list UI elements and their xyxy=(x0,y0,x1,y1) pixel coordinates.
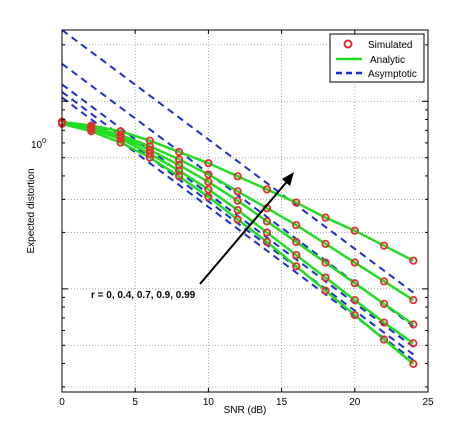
simulated-point xyxy=(262,237,272,247)
legend-simulated-marker xyxy=(343,39,353,49)
plot-background xyxy=(62,30,428,392)
simulated-point xyxy=(350,295,359,305)
annotation-arrow xyxy=(199,177,291,285)
analytic-line xyxy=(61,120,415,326)
y-tick-label: 100 xyxy=(31,138,46,151)
x-tick-label: 15 xyxy=(276,397,288,408)
simulated-point xyxy=(321,258,330,267)
simulated-point xyxy=(175,147,184,157)
simulated-point xyxy=(262,228,272,237)
simulated-point xyxy=(409,256,418,265)
simulated-point xyxy=(379,318,389,327)
simulated-point xyxy=(321,286,330,295)
simulated-point xyxy=(145,153,154,162)
simulated-point xyxy=(292,262,301,271)
simulated-point xyxy=(292,198,301,207)
simulated-point xyxy=(145,142,154,151)
simulated-point xyxy=(379,299,389,308)
simulated-point xyxy=(292,250,301,260)
simulated-point xyxy=(233,172,242,181)
simulated-point xyxy=(292,220,301,230)
simulated-point xyxy=(409,320,418,329)
legend-asymptotic-label: Asymptotic xyxy=(368,69,417,80)
annotation-arrow-head xyxy=(282,172,294,186)
simulated-point xyxy=(350,226,359,235)
simulated-point xyxy=(379,335,389,344)
simulated-point xyxy=(262,185,272,194)
simulated-point xyxy=(233,215,242,224)
simulated-point xyxy=(321,239,330,248)
simulated-point xyxy=(379,277,389,286)
simulated-point xyxy=(175,172,184,181)
legend-analytic-label: Analytic xyxy=(370,55,405,66)
simulated-point xyxy=(204,177,213,187)
axis-ticks xyxy=(61,30,429,392)
x-tick-labels: 0 5 10 15 20 25 xyxy=(59,397,434,408)
simulated-markers xyxy=(57,117,418,368)
simulated-point xyxy=(204,170,213,179)
simulated-point xyxy=(116,138,125,147)
simulated-point xyxy=(409,359,418,368)
simulated-point xyxy=(379,241,389,250)
simulated-point xyxy=(87,127,96,136)
simulated-point xyxy=(116,134,125,143)
simulated-point xyxy=(233,187,242,196)
x-tick-label: 0 xyxy=(59,397,65,408)
simulated-point xyxy=(204,185,213,194)
x-tick-label: 20 xyxy=(349,397,361,408)
simulated-point xyxy=(233,205,242,215)
simulated-point xyxy=(409,339,418,348)
y-axis-label: Expected distortion xyxy=(26,168,37,253)
x-axis-label: SNR (dB) xyxy=(224,405,267,416)
simulated-point xyxy=(204,159,213,168)
legend-simulated-label: Simulated xyxy=(368,40,412,51)
simulated-point xyxy=(145,149,154,158)
annotation-label: r = 0, 0.4, 0.7, 0.9, 0.99 xyxy=(91,290,196,301)
simulated-point xyxy=(350,279,359,288)
x-tick-label: 25 xyxy=(422,397,434,408)
simulated-point xyxy=(350,310,359,320)
simulated-point xyxy=(321,273,330,282)
plot-frame xyxy=(61,29,429,393)
simulated-point xyxy=(350,258,359,267)
asymptotic-line xyxy=(61,29,414,294)
simulated-point xyxy=(409,295,418,305)
x-tick-label: 5 xyxy=(132,397,138,408)
simulated-point xyxy=(262,217,272,226)
simulated-point xyxy=(292,237,301,247)
simulated-point xyxy=(145,145,154,155)
x-tick-label: 10 xyxy=(203,397,215,408)
simulated-point xyxy=(321,213,330,222)
legend: Simulated Analytic Asymptotic xyxy=(329,33,425,83)
simulated-point xyxy=(233,196,242,205)
simulated-point xyxy=(204,192,213,202)
